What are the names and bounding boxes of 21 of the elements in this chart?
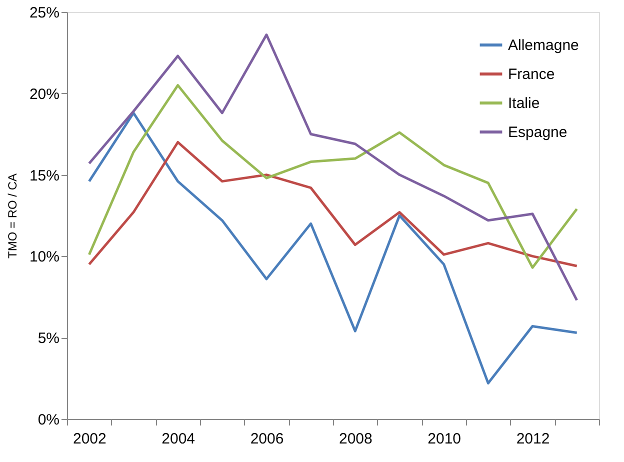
x-tick-label: 2012: [516, 430, 550, 448]
y-tick-label: 20%: [29, 86, 60, 103]
y-axis-title: TMO = RO / CA: [5, 173, 20, 259]
y-tick-label: 5%: [38, 330, 60, 348]
x-tick-label: 2004: [162, 430, 196, 448]
x-tick-label: 2010: [428, 430, 462, 448]
y-tick-label: 10%: [29, 248, 60, 266]
legend-label: Italie: [508, 95, 540, 112]
legend-label: France: [508, 66, 555, 83]
line-series: [88, 84, 578, 269]
x-tick-label: 2006: [250, 430, 284, 448]
y-tick-label: 25%: [29, 4, 60, 22]
line-series: [88, 34, 578, 302]
legend-label: Espagne: [508, 124, 568, 141]
y-tick-label: 0%: [38, 412, 60, 428]
line-series: [88, 112, 578, 384]
y-tick-label: 15%: [29, 167, 60, 184]
x-tick-label: 2002: [72, 430, 106, 448]
legend-label: Allemagne: [508, 37, 579, 54]
x-tick-label: 2008: [338, 430, 372, 448]
line-series: [88, 140, 578, 268]
